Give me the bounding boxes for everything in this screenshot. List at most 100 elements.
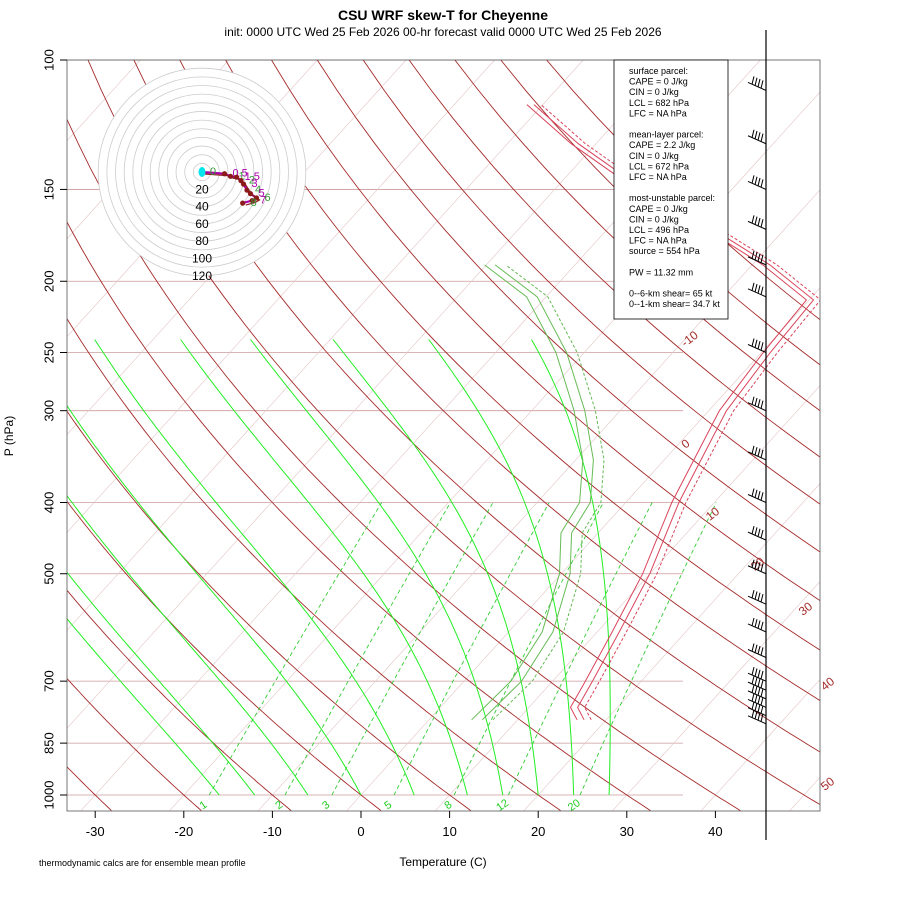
mixing-ratio-line — [331, 502, 494, 796]
dry-adiabat — [362, 60, 820, 505]
x-tick-label: 30 — [620, 824, 634, 839]
hodograph-ring — [132, 102, 272, 242]
y-tick-label: 200 — [41, 270, 56, 292]
wind-barb — [747, 693, 767, 708]
wind-barb — [747, 250, 767, 266]
mixing-ratio-labels: 1 2 3 5 8 12 20 — [198, 797, 583, 814]
pressure-axis: 100 150 200 250 300 400 500 700 850 1000 — [41, 49, 67, 809]
plot-frame — [66, 59, 821, 812]
hodograph-point-label: 2 — [249, 175, 255, 187]
dry-adiabat — [133, 60, 820, 753]
chart-subtitle: init: 0000 UTC Wed 25 Feb 2026 00-hr for… — [224, 25, 661, 39]
stats-line: LCL = 672 hPa — [629, 161, 689, 171]
wind-barb — [747, 701, 767, 717]
wind-barb — [747, 338, 767, 353]
x-tick-label: 0 — [357, 824, 364, 839]
isotherm-label: 50 — [818, 774, 837, 793]
wind-barb — [747, 282, 767, 298]
stats-line: LFC = NA hPa — [629, 172, 687, 182]
stats-line: CAPE = 2.2 J/kg — [629, 140, 695, 150]
wind-barb — [747, 667, 767, 682]
isotherm-label: 0 — [679, 436, 693, 451]
dry-adiabat — [67, 118, 741, 811]
wind-barb — [747, 617, 767, 633]
hodograph-point — [240, 200, 246, 206]
stats-line: mean-layer parcel: — [629, 130, 704, 140]
wind-barb — [747, 76, 767, 91]
skew-grid-line — [67, 60, 495, 533]
hodograph-ring — [97, 67, 307, 277]
skew-grid-line — [701, 678, 820, 811]
temperature-axis: -30 -20 -10 0 10 20 30 40 — [86, 811, 723, 839]
stats-line: 0--6-km shear= 65 kt — [629, 289, 713, 299]
stats-line: LCL = 682 hPa — [629, 98, 689, 108]
skew-grid-line — [346, 287, 820, 811]
hodograph-ring-label: 40 — [195, 200, 209, 214]
wind-barb — [747, 643, 767, 658]
stats-line: CIN = 0 J/kg — [629, 87, 679, 97]
moist-adiabat — [250, 339, 504, 796]
hodograph-origin — [198, 167, 206, 177]
dry-adiabat — [67, 677, 202, 811]
y-tick-label: 500 — [41, 563, 56, 585]
moist-adiabat — [332, 339, 539, 796]
hodograph-point-label: 0 — [210, 166, 216, 178]
moist-adiabat — [428, 339, 575, 795]
mixing-ratio-line — [284, 502, 451, 796]
skew-grid-line — [789, 776, 820, 811]
hodograph-point-label: 5 — [258, 188, 264, 200]
x-tick-label: -10 — [263, 824, 282, 839]
wind-barb — [747, 590, 767, 605]
mixing-ratio-label: 20 — [566, 797, 583, 814]
stats-line: most-unstable parcel: — [629, 193, 715, 203]
moist-adiabat — [67, 404, 362, 796]
dry-adiabat — [67, 221, 651, 811]
wind-barb — [747, 215, 767, 230]
dewpoint-profile — [481, 264, 594, 721]
dry-adiabat — [271, 60, 820, 602]
dry-adiabat — [87, 60, 820, 806]
hodograph-ring-label: 80 — [195, 234, 209, 248]
hodograph-point — [244, 187, 250, 193]
hodograph-point-label: 1 — [239, 170, 245, 182]
grid-layer — [67, 60, 820, 811]
hodograph-point — [234, 174, 240, 180]
moist-adiabat — [67, 494, 309, 796]
hodograph-ring — [149, 119, 255, 225]
y-tick-label: 150 — [41, 179, 56, 201]
hodograph-point-label: 6 — [264, 192, 270, 204]
hodograph-ring — [123, 93, 281, 251]
dewpoint-profile — [492, 264, 605, 721]
skew-grid-line — [258, 189, 820, 811]
moist-adiabat — [531, 339, 611, 795]
wind-barb — [747, 175, 767, 190]
stats-line: 0--1-km shear= 34.7 kt — [629, 299, 720, 309]
hodograph-point — [240, 181, 247, 187]
dry-adiabat — [454, 60, 820, 412]
wind-barb — [747, 559, 767, 575]
hodograph-ring — [175, 145, 229, 199]
skew-grid-line — [612, 581, 820, 811]
dry-adiabat — [67, 410, 472, 811]
hodograph-point-label: 1.5 — [245, 171, 260, 183]
dewpoint-profile — [471, 264, 584, 721]
hodograph-ring — [166, 136, 237, 207]
hodograph-point-label: 7 — [260, 195, 266, 207]
y-tick-label: 700 — [41, 670, 56, 692]
footnote: thermodynamic calcs are for ensemble mea… — [39, 858, 246, 868]
hodograph-ring-label: 60 — [195, 217, 209, 231]
wind-barb — [747, 709, 767, 725]
dry-adiabat — [225, 60, 820, 651]
dry-adiabat — [500, 60, 820, 366]
hodograph-point — [249, 197, 255, 204]
stats-line: surface parcel: — [629, 66, 688, 76]
hodograph-point-label: 3 — [252, 178, 258, 190]
y-tick-label: 250 — [41, 342, 56, 364]
stats-line: LFC = NA hPa — [629, 236, 687, 246]
hodograph-point — [247, 191, 254, 197]
mixing-ratio-label: 8 — [442, 799, 454, 812]
hodograph-ring-label: 20 — [195, 182, 209, 196]
